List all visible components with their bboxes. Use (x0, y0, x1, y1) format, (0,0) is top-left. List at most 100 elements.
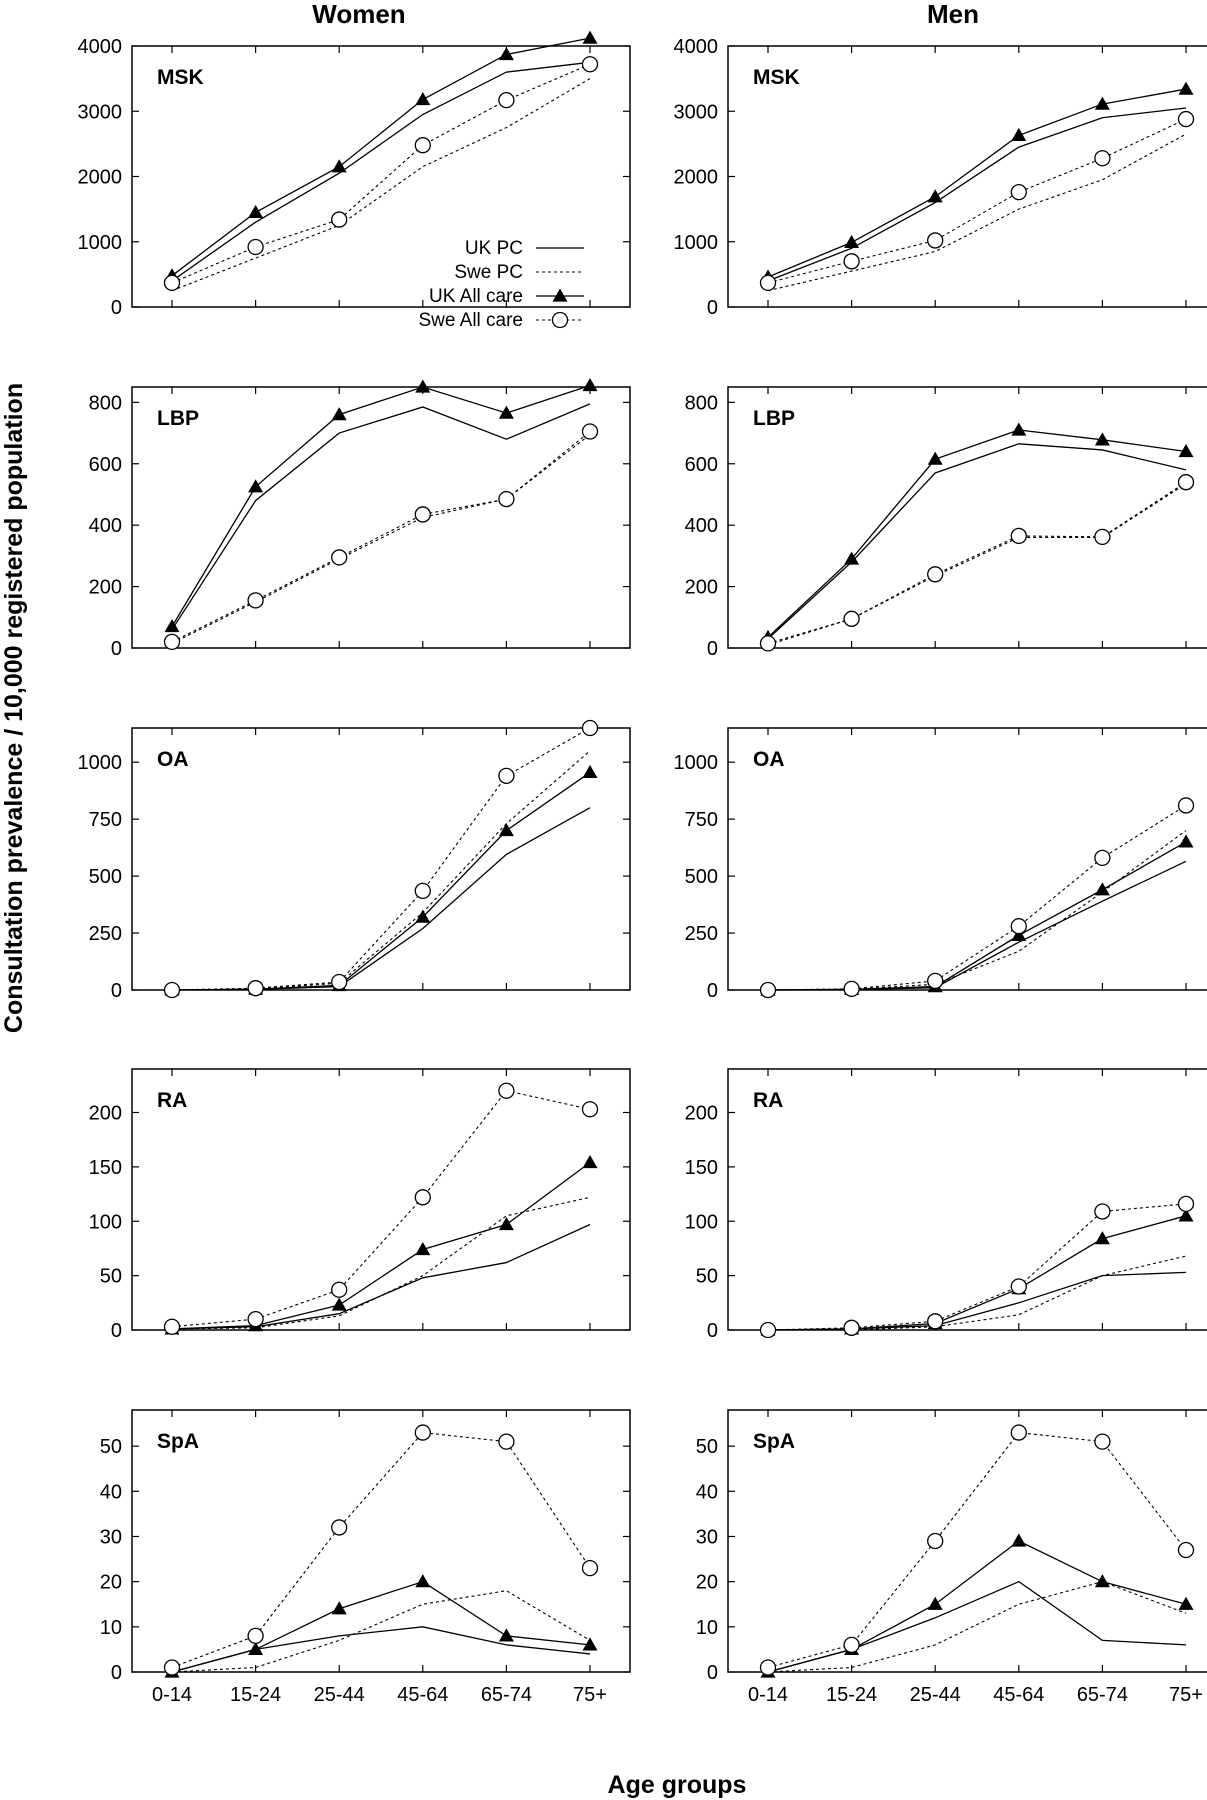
y-tick-label: 200 (685, 1103, 718, 1125)
y-tick-label: 600 (89, 454, 122, 476)
panel-frame (727, 727, 1207, 991)
series-line-swe-all-care (171, 1432, 591, 1668)
series-line-swe-all-care (767, 118, 1187, 284)
series-uk-pc (171, 1626, 591, 1673)
point-uk-all-care (331, 407, 347, 421)
panels-group: 01000200030004000MSK01000200030004000MSK… (78, 30, 1207, 1706)
y-tick-label: 4000 (674, 36, 719, 58)
point-uk-all-care (1178, 443, 1194, 458)
y-tick-label: 0 (707, 1662, 718, 1684)
point-swe-all-care (843, 1636, 860, 1654)
point-swe-all-care (1010, 184, 1027, 201)
series-line-uk-pc (171, 61, 591, 282)
series-uk-pc (171, 1223, 591, 1330)
series-line-swe-pc (767, 1581, 1187, 1673)
series-line-swe-all-care (767, 804, 1187, 991)
y-tick-label: 150 (89, 1157, 122, 1179)
series-swe-all-care (759, 110, 1195, 292)
panel-women-lbp: 0 200 400 600 800 LBP (89, 377, 631, 660)
point-swe-all-care (759, 274, 777, 292)
legend-item-swe-pc: Swe PC (454, 262, 584, 283)
point-swe-all-care (759, 1321, 777, 1339)
panel-title: OA (157, 748, 189, 771)
y-tick-label: 20 (696, 1572, 718, 1594)
point-swe-all-care (1177, 474, 1195, 491)
point-uk-all-care (415, 1242, 431, 1256)
series-line-uk-all-care (171, 37, 591, 277)
y-tick-label: 1000 (78, 232, 123, 254)
y-tick-label: 250 (685, 923, 718, 945)
series-uk-all-care (760, 1208, 1194, 1336)
x-tick-label: 15-24 (826, 1684, 877, 1706)
point-swe-all-care (1094, 528, 1111, 545)
point-swe-all-care (927, 1532, 944, 1550)
series-swe-all-care (163, 1082, 599, 1335)
series-line-uk-all-care (171, 1580, 591, 1673)
point-uk-all-care (1178, 81, 1194, 95)
point-uk-all-care (248, 479, 264, 493)
panel-title: SpA (157, 1430, 199, 1453)
series-swe-pc (171, 750, 591, 991)
point-swe-all-care (1010, 918, 1027, 935)
series-line-uk-pc (767, 443, 1187, 640)
point-swe-all-care (1177, 1541, 1195, 1559)
point-uk-all-care (498, 1217, 514, 1231)
y-tick-label: 50 (696, 1266, 718, 1288)
point-uk-all-care (1011, 1533, 1027, 1547)
series-swe-all-care (163, 719, 599, 999)
y-tick-label: 100 (89, 1211, 122, 1233)
y-tick-label: 0 (111, 638, 122, 660)
y-tick-label: 20 (100, 1572, 122, 1594)
point-swe-all-care (1010, 527, 1027, 545)
y-tick-label: 800 (685, 392, 718, 414)
series-swe-all-care (759, 1195, 1195, 1339)
point-swe-all-care (414, 1189, 431, 1206)
series-line-swe-pc (171, 1590, 591, 1673)
point-swe-all-care (414, 137, 431, 154)
series-uk-all-care (164, 377, 598, 633)
y-tick-label: 1000 (674, 232, 719, 254)
panel-women-spa: 0 10 20 30 40 50 0-14 15-24 25-44 45-64 65-74 75+ Sp… (100, 1409, 631, 1706)
series-line-uk-pc (767, 107, 1187, 282)
panel-women-msk: 0 1000 2000 3000 4000 MSK (78, 30, 631, 319)
point-swe-all-care (331, 211, 348, 228)
y-axis-label: Consultation prevalence / 10,000 registe… (0, 383, 28, 1033)
point-swe-all-care (843, 980, 860, 998)
series-swe-pc (767, 1581, 1187, 1673)
point-uk-all-care (582, 764, 598, 779)
point-uk-all-care (582, 377, 598, 392)
point-swe-all-care (498, 1082, 515, 1099)
point-swe-all-care (843, 1319, 860, 1336)
series-uk-all-care (164, 1574, 598, 1678)
series-swe-all-care (759, 1424, 1195, 1676)
panel-frame (727, 386, 1207, 649)
x-axis-label: Age groups (608, 1771, 747, 1799)
y-tick-label: 200 (685, 577, 718, 599)
legend-item-uk-pc: UK PC (465, 238, 584, 259)
legend-label: Swe PC (454, 262, 523, 283)
point-swe-all-care (927, 1313, 944, 1330)
point-swe-all-care (163, 274, 181, 292)
legend: UK PC Swe PC UK All care Swe All care (418, 238, 584, 331)
point-uk-all-care (1094, 96, 1110, 110)
series-uk-all-care (760, 834, 1194, 996)
series-line-uk-all-care (767, 429, 1187, 638)
series-line-uk-pc (767, 860, 1187, 991)
panel-frame (131, 1068, 631, 1331)
series-line-swe-pc (171, 78, 591, 292)
point-uk-all-care (415, 1574, 431, 1588)
point-uk-all-care (331, 1297, 347, 1311)
series-line-swe-all-care (767, 1432, 1187, 1669)
series-uk-pc (171, 61, 591, 282)
panel-title: MSK (157, 66, 204, 89)
point-uk-all-care (1178, 1208, 1194, 1222)
series-swe-all-care (163, 56, 599, 292)
point-uk-all-care (1094, 882, 1110, 896)
series-line-swe-pc (768, 1255, 1187, 1331)
series-line-uk-pc (171, 403, 591, 630)
point-swe-all-care (927, 232, 944, 249)
point-uk-all-care (1178, 1596, 1194, 1610)
series-line-uk-all-care (171, 771, 591, 991)
series-swe-all-care (759, 474, 1195, 652)
